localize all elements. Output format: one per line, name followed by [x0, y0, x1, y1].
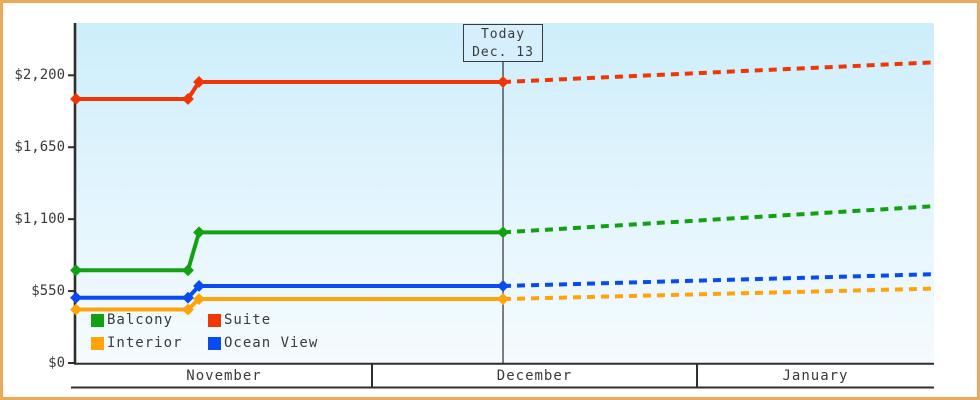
ocean-view-color-swatch	[208, 336, 221, 350]
legend-item-balcony: Balcony	[91, 312, 208, 328]
today-callout: Today Dec. 13	[463, 24, 544, 62]
series-line-suite	[76, 79, 504, 101]
y-axis-label: $0	[48, 355, 65, 371]
series-forecast-line-balcony	[502, 204, 935, 235]
series-forecast-line-ocean-view	[502, 272, 935, 288]
y-axis-label: $550	[31, 283, 65, 300]
legend-label: Interior	[107, 335, 183, 351]
interior-color-swatch	[91, 336, 104, 350]
data-point-balcony	[70, 264, 82, 277]
series-forecast-line-interior	[502, 286, 935, 302]
data-point-balcony	[497, 226, 509, 239]
today-callout-line1: Today	[480, 27, 526, 42]
series-line-balcony	[76, 230, 504, 273]
legend-label: Suite	[224, 312, 272, 328]
data-point-ocean-view	[70, 291, 82, 304]
legend-label: Balcony	[107, 312, 174, 328]
y-axis-label: $1,100	[14, 211, 65, 228]
data-point-interior	[497, 293, 509, 305]
series-line-ocean-view	[76, 283, 504, 300]
suite-color-swatch	[208, 313, 221, 327]
data-point-suite	[70, 93, 82, 105]
legend: Balcony Suite Interior Ocean View	[91, 312, 318, 351]
legend-label: Ocean View	[224, 335, 319, 351]
data-point-suite	[497, 76, 509, 88]
data-point-balcony	[193, 226, 205, 239]
data-point-balcony	[182, 264, 194, 277]
series-forecast-line-suite	[502, 60, 935, 84]
x-axis-month-november: November	[186, 368, 262, 384]
data-point-suite	[182, 93, 194, 105]
y-axis-label: $1,650	[14, 139, 65, 156]
y-axis-label: $2,200	[14, 67, 65, 84]
legend-item-ocean-view: Ocean View	[208, 335, 318, 351]
legend-item-suite: Suite	[208, 312, 318, 328]
data-point-ocean-view	[497, 280, 509, 292]
data-point-suite	[193, 76, 205, 88]
series-line-interior	[76, 297, 504, 312]
balcony-color-swatch	[91, 313, 104, 327]
x-axis-month-december: December	[496, 368, 573, 384]
chart-canvas	[68, 23, 935, 389]
legend-item-interior: Interior	[91, 335, 208, 351]
data-point-interior	[70, 303, 82, 316]
x-axis-month-january: January	[782, 368, 849, 384]
today-callout-line2: Dec. 13	[472, 45, 534, 60]
